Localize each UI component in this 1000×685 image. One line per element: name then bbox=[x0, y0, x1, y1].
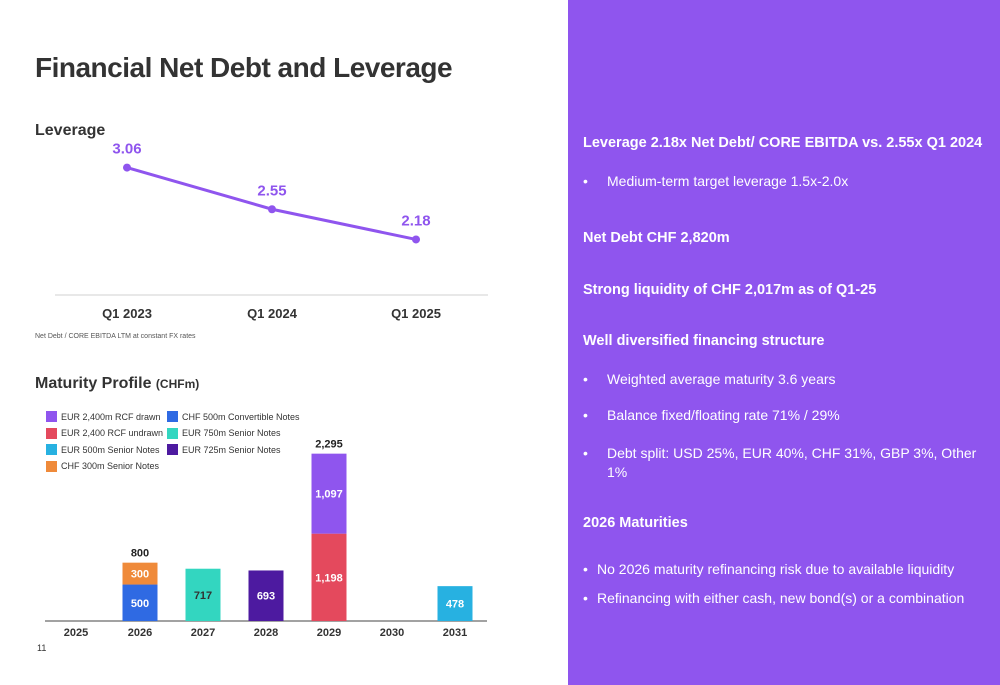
maturity-bar-label: 500 bbox=[131, 598, 149, 610]
maturity-bar-chart: 2025 500 300 2026 717 2027 693 2028 1,198 1,097 20… bbox=[45, 440, 487, 639]
bullet-text: Debt split: USD 25%, EUR 40%, CHF 31%, G… bbox=[607, 445, 977, 480]
maturity-bar-segment bbox=[122, 562, 158, 585]
bullet-text: Weighted average maturity 3.6 years bbox=[607, 371, 836, 387]
legend-item: EUR 2,400m RCF drawn bbox=[46, 411, 161, 422]
maturity-total-label: 800 bbox=[131, 548, 149, 560]
leverage-line-chart: 3.06 2.55 2.18 Q1 2023 Q1 2024 Q1 2025 bbox=[55, 141, 488, 321]
financing-bullet-1: • Weighted average maturity 3.6 years bbox=[583, 370, 978, 389]
legend-swatch bbox=[167, 427, 178, 439]
maturity-bar-segment bbox=[185, 568, 221, 621]
maturity-x-tick-label: 2026 bbox=[128, 627, 152, 639]
legend-item: EUR 750m Senior Notes bbox=[167, 427, 281, 439]
summary-panel: Leverage 2.18x Net Debt/ CORE EBITDA vs.… bbox=[568, 0, 1000, 685]
page-title: Financial Net Debt and Leverage bbox=[35, 52, 453, 83]
bullet-dot: • bbox=[583, 445, 588, 461]
leverage-point bbox=[412, 235, 420, 244]
legend-label: EUR 500m Senior Notes bbox=[61, 444, 160, 455]
maturity-bar-label: 300 bbox=[131, 569, 149, 581]
leverage-data-label: 2.18 bbox=[401, 212, 430, 229]
maturity-bar-label: 478 bbox=[446, 599, 464, 611]
leverage-data-label: 3.06 bbox=[112, 141, 141, 158]
maturities-headline: 2026 Maturities bbox=[583, 515, 688, 531]
legend-label: CHF 500m Convertible Notes bbox=[182, 411, 300, 422]
leverage-data-label: 2.55 bbox=[257, 182, 286, 199]
legend-swatch bbox=[167, 444, 178, 455]
maturity-bar-segment bbox=[122, 584, 158, 621]
maturity-bar-segment bbox=[311, 533, 347, 621]
legend-item: EUR 500m Senior Notes bbox=[46, 444, 160, 455]
maturity-x-tick-label: 2025 bbox=[64, 627, 88, 639]
net-debt-headline: Net Debt CHF 2,820m bbox=[583, 230, 730, 246]
leverage-target-bullet: • Medium-term target leverage 1.5x-2.0x bbox=[583, 172, 978, 191]
maturity-x-tick-label: 2027 bbox=[191, 627, 215, 639]
legend-item: EUR 725m Senior Notes bbox=[167, 444, 281, 455]
legend-label: EUR 750m Senior Notes bbox=[182, 428, 281, 438]
maturity-bar-segment bbox=[311, 453, 347, 534]
bullet-text: No 2026 maturity refinancing risk due to… bbox=[597, 561, 955, 577]
leverage-headline: Leverage 2.18x Net Debt/ CORE EBITDA vs.… bbox=[583, 135, 983, 151]
maturity-x-tick-label: 2030 bbox=[380, 627, 404, 639]
maturity-x-tick-label: 2028 bbox=[254, 627, 278, 639]
bullet-dot: • bbox=[583, 407, 588, 423]
maturity-bar-segment bbox=[437, 586, 473, 621]
leverage-heading: Leverage bbox=[35, 122, 106, 139]
maturity-bar-label: 717 bbox=[194, 590, 212, 602]
legend-swatch bbox=[46, 460, 57, 472]
leverage-x-tick-label: Q1 2025 bbox=[391, 306, 441, 321]
legend-item: CHF 500m Convertible Notes bbox=[167, 411, 300, 422]
maturity-bar-label: 1,198 bbox=[315, 572, 343, 584]
bullet-dot: • bbox=[583, 590, 588, 606]
legend-swatch bbox=[46, 444, 57, 455]
financing-bullet-2: • Balance fixed/floating rate 71% / 29% bbox=[583, 406, 978, 425]
bullet-dot: • bbox=[583, 173, 588, 189]
maturity-heading: Maturity Profile (CHFm) bbox=[35, 375, 199, 393]
maturities-bullet-1: • No 2026 maturity refinancing risk due … bbox=[583, 560, 978, 579]
liquidity-headline: Strong liquidity of CHF 2,017m as of Q1-… bbox=[583, 282, 877, 298]
maturity-bar-segment bbox=[248, 570, 284, 621]
maturities-bullet-2: • Refinancing with either cash, new bond… bbox=[583, 589, 978, 608]
legend-item: EUR 2,400 RCF undrawn bbox=[46, 427, 164, 439]
maturity-x-tick-label: 2029 bbox=[317, 627, 341, 639]
bullet-dot: • bbox=[583, 371, 588, 387]
bullet-text: Balance fixed/floating rate 71% / 29% bbox=[607, 407, 840, 423]
left-content: Financial Net Debt and Leverage Leverage… bbox=[35, 52, 488, 653]
page-number: 11 bbox=[37, 643, 47, 653]
legend-label: EUR 2,400 RCF undrawn bbox=[61, 428, 164, 438]
bullet-text: Medium-term target leverage 1.5x-2.0x bbox=[607, 173, 849, 189]
legend-swatch bbox=[46, 411, 57, 422]
leverage-footnote: Net Debt / CORE EBITDA LTM at constant F… bbox=[35, 333, 196, 340]
maturity-total-label: 2,295 bbox=[315, 440, 343, 451]
maturity-x-tick-label: 2031 bbox=[443, 627, 467, 639]
financing-headline: Well diversified financing structure bbox=[583, 333, 825, 349]
legend-swatch bbox=[46, 427, 57, 439]
legend-label: CHF 300m Senior Notes bbox=[61, 461, 160, 471]
leverage-series-line bbox=[126, 166, 417, 241]
legend-label: EUR 725m Senior Notes bbox=[182, 444, 281, 455]
leverage-x-tick-label: Q1 2023 bbox=[102, 306, 152, 321]
leverage-point bbox=[268, 205, 276, 214]
maturity-bar-label: 693 bbox=[257, 591, 275, 603]
maturity-heading-unit: (CHFm) bbox=[155, 377, 200, 391]
legend-swatch bbox=[167, 411, 178, 422]
legend-label: EUR 2,400m RCF drawn bbox=[61, 411, 161, 422]
bullet-text: Refinancing with either cash, new bond(s… bbox=[597, 590, 965, 606]
bullet-dot: • bbox=[583, 561, 588, 577]
leverage-x-tick-label: Q1 2024 bbox=[247, 306, 298, 321]
financing-bullet-3: • Debt split: USD 25%, EUR 40%, CHF 31%,… bbox=[583, 444, 978, 482]
maturity-heading-text: Maturity Profile bbox=[35, 375, 152, 392]
leverage-point bbox=[123, 163, 131, 172]
maturity-bar-label: 1,097 bbox=[315, 489, 343, 501]
legend-item: CHF 300m Senior Notes bbox=[46, 460, 160, 472]
